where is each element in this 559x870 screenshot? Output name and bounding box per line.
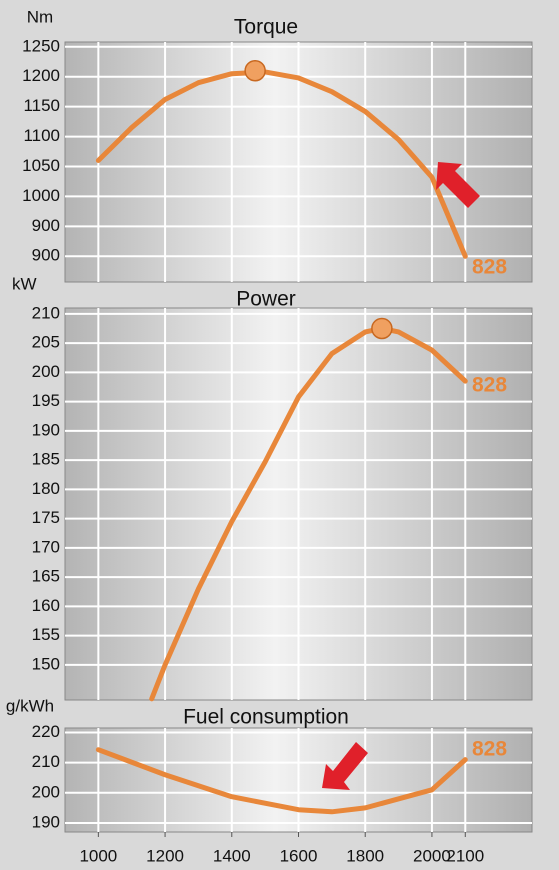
annotation: 828 [472,738,507,761]
x-tick-label: 1600 [280,846,318,865]
y-tick-label: 200 [32,362,60,381]
data-line [95,747,468,815]
y-tick-label: 200 [32,782,60,801]
y-tick-label: 1200 [22,66,60,85]
annotation: 828 [472,256,507,279]
y-tick-label: 1150 [23,96,60,115]
unit-label: g/kWh [6,696,54,715]
chart-title: Fuel consumption [183,706,349,729]
x-tick-label: 1800 [346,846,384,865]
peak-marker [371,317,393,340]
data-line [149,325,468,702]
x-tick-label: 1000 [79,846,117,865]
x-tick-label: 2100 [446,846,484,865]
y-tick-label: 175 [32,508,60,527]
y-tick-label: 195 [32,391,60,410]
x-tick-label: 1400 [213,846,251,865]
y-tick-label: 210 [32,752,60,771]
unit-label: Nm [27,7,53,26]
y-tick-label: 1250 [22,36,60,55]
red-arrow [436,162,480,208]
y-tick-label: 1100 [23,126,60,145]
y-tick-label: 220 [32,722,60,741]
chart-title: Torque [234,16,298,39]
y-tick-label: 155 [32,625,60,644]
y-tick-label: 180 [32,479,60,498]
y-tick-label: 900 [32,246,60,265]
x-tick-label: 1200 [146,846,184,865]
unit-label: kW [12,274,37,293]
annotation: 828 [472,374,507,397]
peak-marker [244,59,266,82]
y-tick-label: 170 [32,537,60,556]
red-arrow [322,742,368,790]
y-tick-label: 165 [32,567,60,586]
y-tick-label: 190 [32,420,60,439]
y-tick-label: 185 [32,450,60,469]
y-tick-label: 190 [32,812,60,831]
y-tick-label: 205 [32,333,60,352]
y-tick-label: 210 [32,303,60,322]
y-tick-label: 160 [32,596,60,615]
data-line [95,69,468,259]
y-tick-label: 1050 [22,156,60,175]
chart-title: Power [236,288,296,311]
y-tick-label: 900 [32,216,60,235]
y-tick-label: 1000 [22,186,60,205]
y-tick-label: 150 [32,654,60,673]
x-tick-label: 2000 [413,846,451,865]
arrows [322,162,480,790]
